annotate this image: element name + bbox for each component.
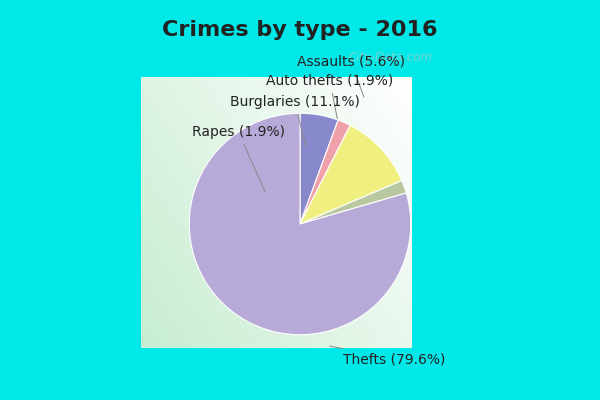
Wedge shape <box>300 113 338 224</box>
Text: Thefts (79.6%): Thefts (79.6%) <box>330 346 446 366</box>
Wedge shape <box>300 180 406 224</box>
Wedge shape <box>189 113 411 335</box>
Text: Auto thefts (1.9%): Auto thefts (1.9%) <box>266 74 394 119</box>
Text: Rapes (1.9%): Rapes (1.9%) <box>192 125 285 192</box>
Text: Crimes by type - 2016: Crimes by type - 2016 <box>162 20 438 40</box>
Wedge shape <box>300 125 402 224</box>
Text: Assaults (5.6%): Assaults (5.6%) <box>297 55 405 97</box>
Text: City-Data.com: City-Data.com <box>349 52 433 64</box>
Text: Burglaries (11.1%): Burglaries (11.1%) <box>230 96 359 147</box>
Wedge shape <box>300 120 350 224</box>
